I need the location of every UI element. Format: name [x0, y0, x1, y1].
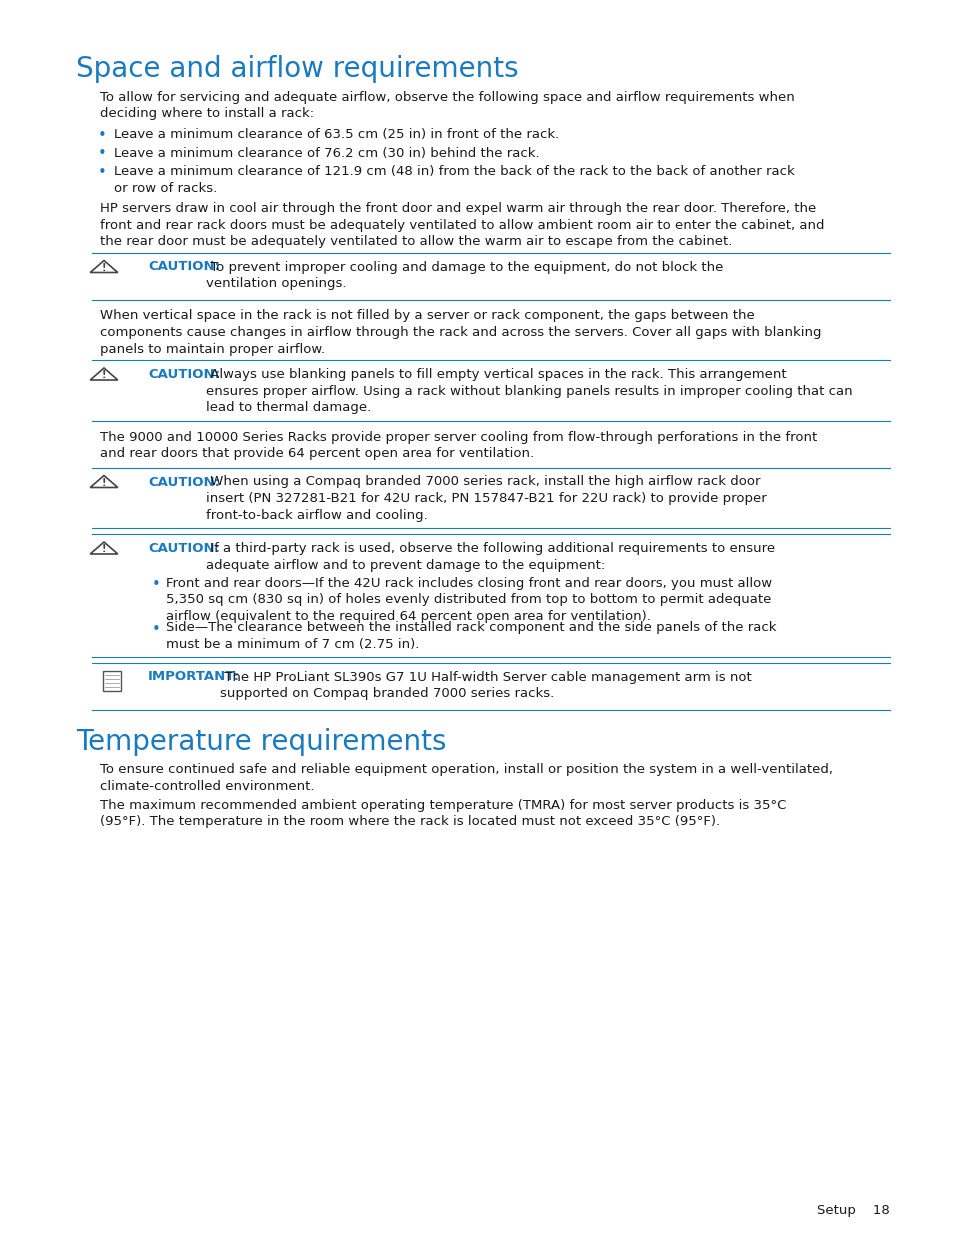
Text: !: !	[102, 370, 106, 380]
Text: When vertical space in the rack is not filled by a server or rack component, the: When vertical space in the rack is not f…	[100, 310, 821, 356]
Text: !: !	[102, 263, 106, 273]
Text: CAUTION:: CAUTION:	[148, 542, 220, 555]
Text: Side—The clearance between the installed rack component and the side panels of t: Side—The clearance between the installed…	[166, 621, 776, 651]
Text: The 9000 and 10000 Series Racks provide proper server cooling from flow-through : The 9000 and 10000 Series Racks provide …	[100, 431, 817, 459]
Text: •: •	[98, 128, 107, 143]
Text: To prevent improper cooling and damage to the equipment, do not block the
ventil: To prevent improper cooling and damage t…	[206, 261, 722, 290]
Text: Space and airflow requirements: Space and airflow requirements	[76, 56, 518, 83]
Text: •: •	[152, 577, 161, 592]
Text: Leave a minimum clearance of 63.5 cm (25 in) in front of the rack.: Leave a minimum clearance of 63.5 cm (25…	[113, 128, 558, 141]
Text: To allow for servicing and adequate airflow, observe the following space and air: To allow for servicing and adequate airf…	[100, 91, 794, 121]
Text: •: •	[98, 165, 107, 180]
Text: HP servers draw in cool air through the front door and expel warm air through th: HP servers draw in cool air through the …	[100, 203, 823, 248]
Text: •: •	[98, 147, 107, 162]
Text: When using a Compaq branded 7000 series rack, install the high airflow rack door: When using a Compaq branded 7000 series …	[206, 475, 766, 521]
Text: CAUTION:: CAUTION:	[148, 261, 220, 273]
Text: IMPORTANT:: IMPORTANT:	[148, 671, 240, 683]
Bar	[103, 671, 121, 690]
Text: Leave a minimum clearance of 121.9 cm (48 in) from the back of the rack to the b: Leave a minimum clearance of 121.9 cm (4…	[113, 165, 794, 194]
Text: To ensure continued safe and reliable equipment operation, install or position t: To ensure continued safe and reliable eq…	[100, 763, 832, 793]
Text: Leave a minimum clearance of 76.2 cm (30 in) behind the rack.: Leave a minimum clearance of 76.2 cm (30…	[113, 147, 539, 159]
Text: The HP ProLiant SL390s G7 1U Half-width Server cable management arm is not
suppo: The HP ProLiant SL390s G7 1U Half-width …	[220, 671, 751, 700]
Text: !: !	[102, 478, 106, 488]
Text: Setup    18: Setup 18	[817, 1204, 889, 1216]
Text: •: •	[152, 621, 161, 636]
Text: CAUTION:: CAUTION:	[148, 368, 220, 382]
Text: CAUTION:: CAUTION:	[148, 475, 220, 489]
Text: !: !	[102, 545, 106, 555]
Text: If a third-party rack is used, observe the following additional requirements to : If a third-party rack is used, observe t…	[206, 542, 774, 572]
Text: Temperature requirements: Temperature requirements	[76, 727, 446, 756]
Text: The maximum recommended ambient operating temperature (TMRA) for most server pro: The maximum recommended ambient operatin…	[100, 799, 785, 827]
Text: Always use blanking panels to fill empty vertical spaces in the rack. This arran: Always use blanking panels to fill empty…	[206, 368, 852, 414]
Text: Front and rear doors—If the 42U rack includes closing front and rear doors, you : Front and rear doors—If the 42U rack inc…	[166, 577, 771, 622]
